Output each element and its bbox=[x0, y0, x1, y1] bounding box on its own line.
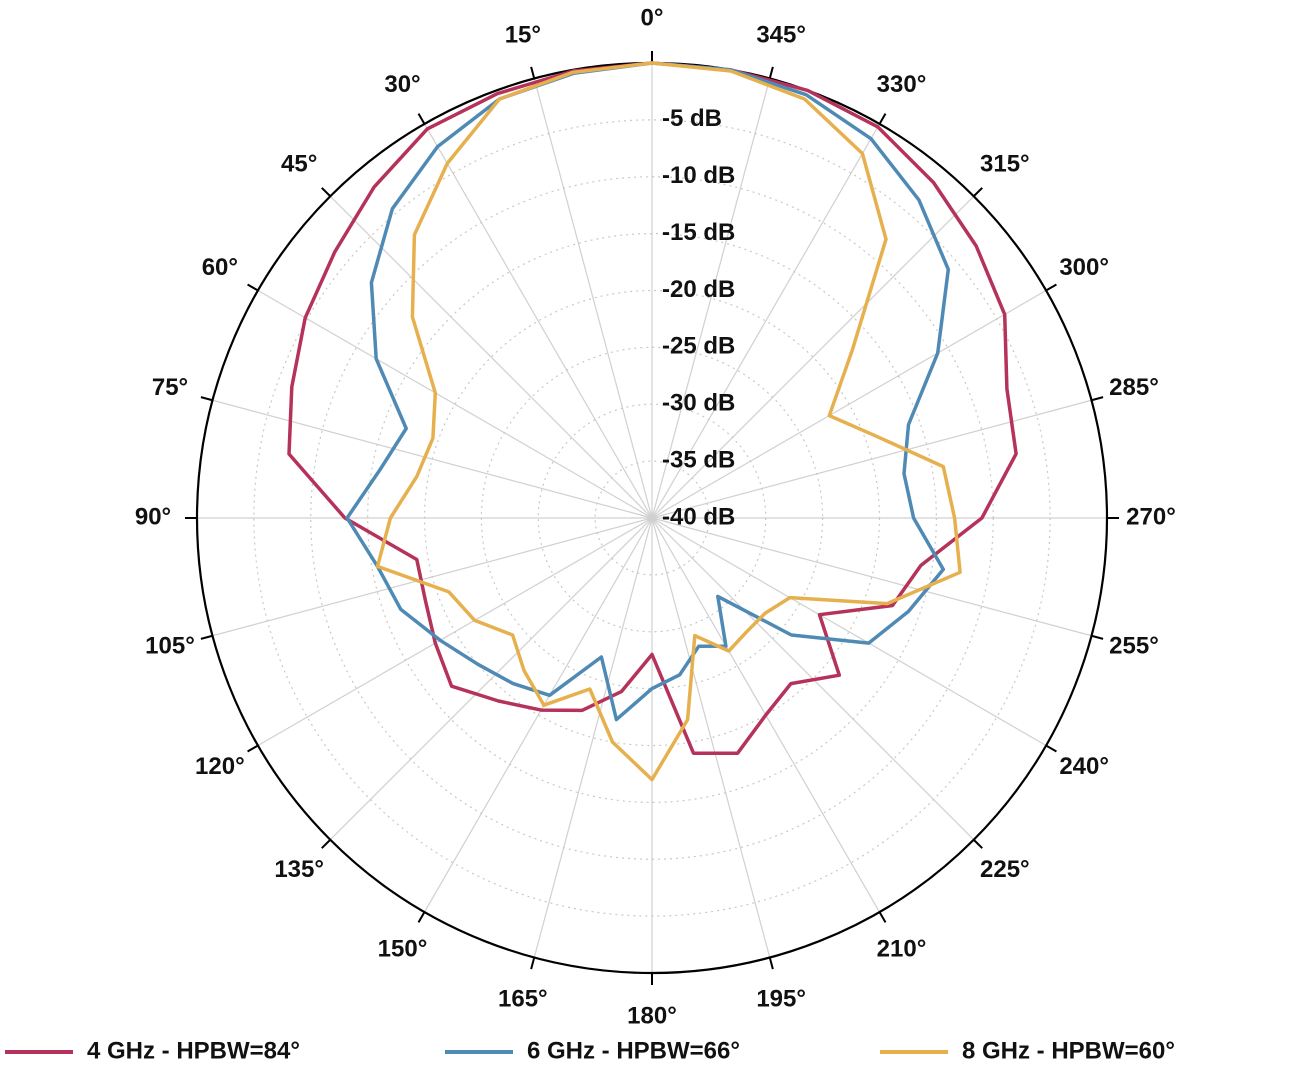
angle-tick bbox=[878, 911, 887, 923]
angle-label: 90° bbox=[135, 503, 171, 530]
angle-label: 150° bbox=[378, 935, 428, 962]
grid-circle bbox=[310, 176, 994, 860]
angle-label: 45° bbox=[281, 150, 317, 177]
angle-tick bbox=[768, 957, 774, 970]
angle-label: 180° bbox=[627, 1002, 677, 1029]
legend-label: 4 GHz - HPBW=84° bbox=[87, 1037, 300, 1064]
angle-label: 315° bbox=[980, 150, 1030, 177]
angle-tick bbox=[1045, 744, 1057, 753]
angle-label: 255° bbox=[1109, 632, 1159, 659]
angle-label: 135° bbox=[274, 856, 324, 883]
spoke bbox=[423, 517, 653, 913]
spoke bbox=[651, 517, 1092, 637]
r-tick-label: -10 dB bbox=[662, 162, 735, 189]
angle-label: 210° bbox=[877, 935, 927, 962]
r-tick-label: -20 dB bbox=[662, 276, 735, 303]
r-tick-label: -5 dB bbox=[662, 105, 722, 132]
angle-tick bbox=[530, 66, 536, 79]
angle-label: 30° bbox=[384, 71, 420, 98]
angle-tick bbox=[1091, 634, 1104, 640]
angle-label: 0° bbox=[641, 4, 664, 31]
angle-tick bbox=[247, 744, 259, 753]
angle-tick bbox=[768, 66, 774, 79]
angle-tick bbox=[878, 113, 887, 125]
grid-circle bbox=[253, 119, 1051, 917]
angle-tick bbox=[200, 634, 213, 640]
angle-label: 15° bbox=[505, 21, 541, 48]
angle-tick bbox=[321, 187, 331, 197]
angle-label: 240° bbox=[1059, 753, 1109, 780]
r-tick-label: -35 dB bbox=[662, 446, 735, 473]
angle-label: 270° bbox=[1126, 503, 1176, 530]
spoke bbox=[533, 517, 653, 958]
angle-tick bbox=[321, 839, 331, 849]
angle-tick bbox=[973, 187, 983, 197]
grid-circle bbox=[480, 346, 824, 690]
grid-circle bbox=[423, 289, 881, 747]
series-line bbox=[287, 61, 1018, 755]
angle-label: 195° bbox=[756, 985, 806, 1012]
angle-label: 105° bbox=[145, 632, 195, 659]
angle-tick bbox=[1091, 396, 1104, 402]
spoke bbox=[329, 195, 653, 519]
spoke bbox=[651, 517, 771, 958]
angle-label: 120° bbox=[195, 753, 245, 780]
r-tick-label: -30 dB bbox=[662, 390, 735, 417]
angle-label: 165° bbox=[498, 985, 548, 1012]
angle-label: 330° bbox=[877, 71, 927, 98]
angle-label: 285° bbox=[1109, 374, 1159, 401]
series-line bbox=[375, 61, 962, 782]
angle-tick bbox=[417, 911, 426, 923]
r-tick-label: -40 dB bbox=[662, 503, 735, 530]
angle-tick bbox=[530, 957, 536, 970]
grid-circle bbox=[367, 233, 937, 803]
spoke bbox=[423, 123, 653, 519]
spoke bbox=[533, 78, 653, 519]
angle-label: 75° bbox=[152, 374, 188, 401]
angle-label: 225° bbox=[980, 856, 1030, 883]
spoke bbox=[257, 289, 653, 519]
angle-label: 300° bbox=[1059, 254, 1109, 281]
angle-tick bbox=[973, 839, 983, 849]
r-tick-label: -15 dB bbox=[662, 219, 735, 246]
angle-tick bbox=[1045, 283, 1057, 292]
angle-label: 345° bbox=[756, 21, 806, 48]
legend-label: 6 GHz - HPBW=66° bbox=[527, 1037, 740, 1064]
angle-tick bbox=[247, 283, 259, 292]
series-line bbox=[345, 61, 951, 722]
legend-label: 8 GHz - HPBW=60° bbox=[962, 1037, 1175, 1064]
angle-label: 60° bbox=[202, 254, 238, 281]
spoke bbox=[651, 123, 881, 519]
angle-tick bbox=[417, 113, 426, 125]
r-tick-label: -25 dB bbox=[662, 333, 735, 360]
angle-tick bbox=[200, 396, 213, 402]
spoke bbox=[651, 517, 1047, 747]
grid-circle bbox=[594, 460, 710, 576]
grid-circle bbox=[537, 403, 767, 633]
spoke bbox=[651, 195, 975, 519]
spoke bbox=[651, 78, 771, 519]
